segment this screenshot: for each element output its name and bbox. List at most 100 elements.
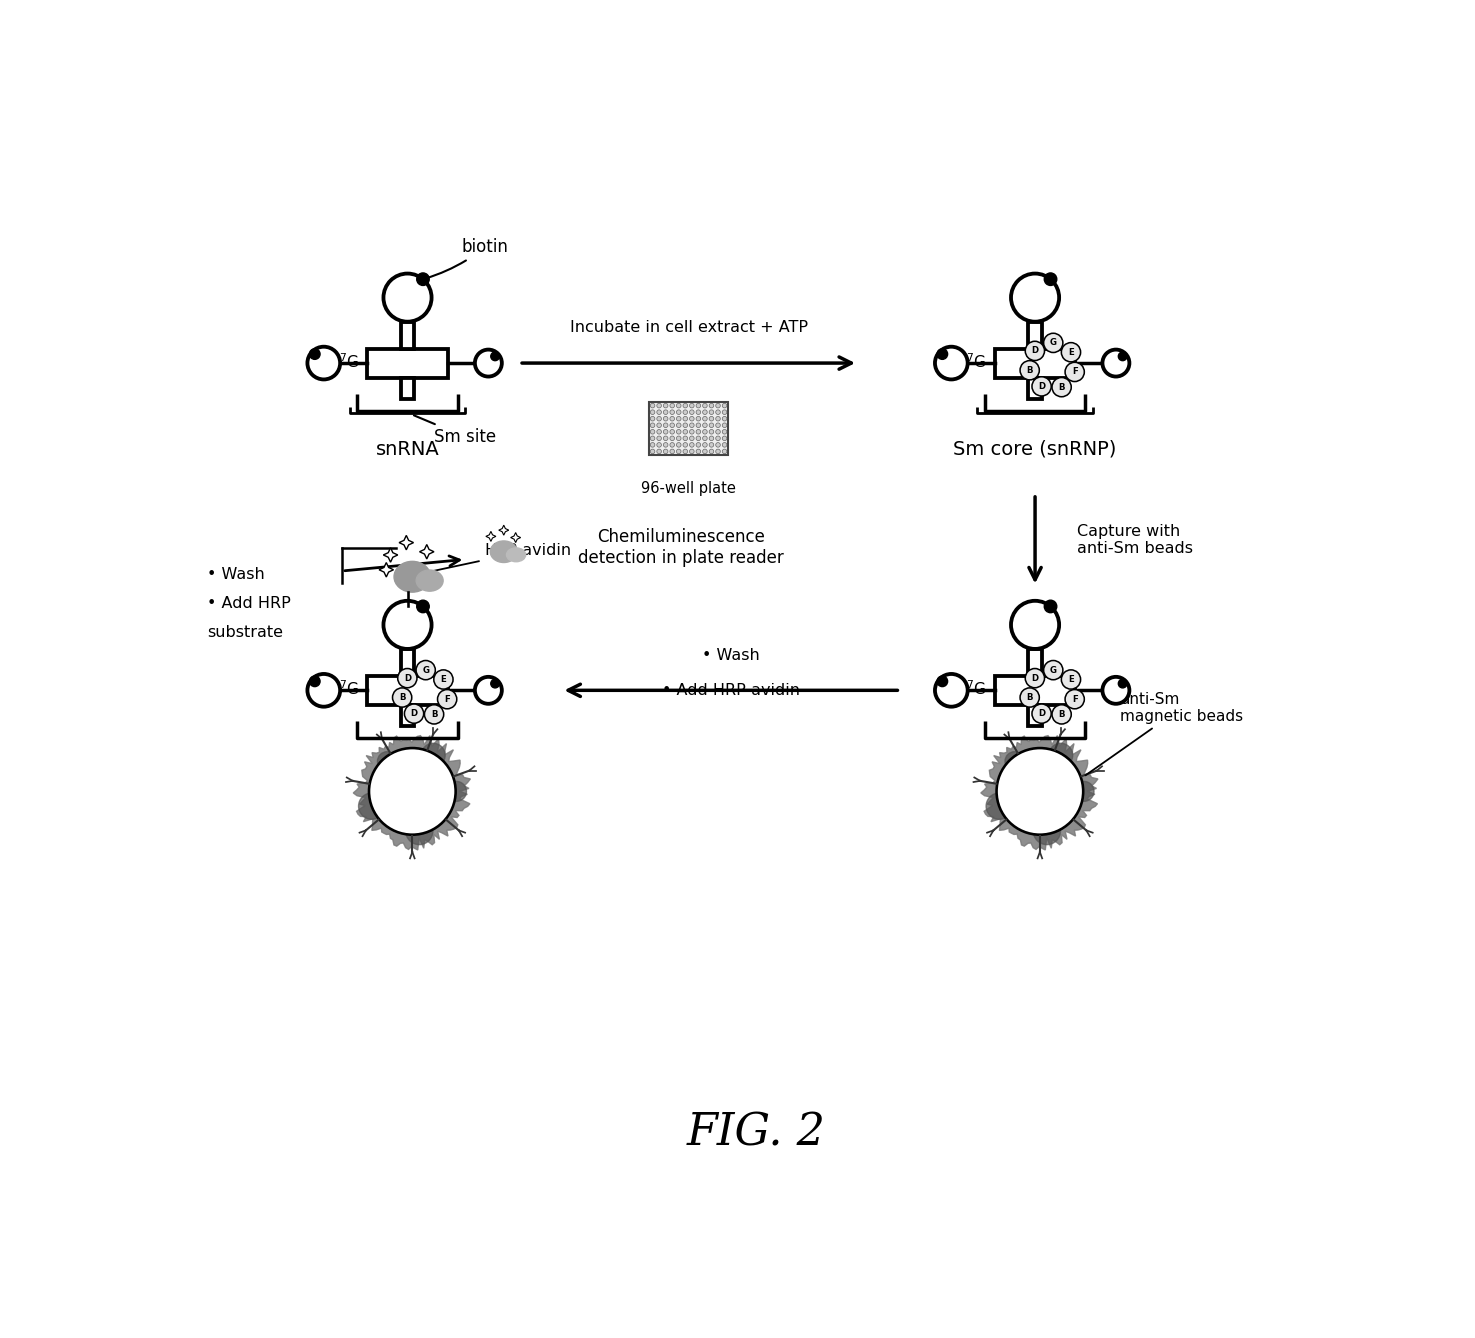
Circle shape bbox=[715, 436, 720, 440]
Circle shape bbox=[1032, 377, 1052, 396]
Circle shape bbox=[416, 661, 435, 680]
Circle shape bbox=[683, 443, 687, 447]
Bar bbox=[649, 403, 727, 455]
Text: Sm core (snRNP): Sm core (snRNP) bbox=[953, 440, 1117, 459]
Circle shape bbox=[392, 688, 412, 706]
Text: • Wash: • Wash bbox=[702, 649, 760, 664]
Circle shape bbox=[723, 416, 727, 421]
Circle shape bbox=[384, 273, 432, 321]
Circle shape bbox=[696, 443, 701, 447]
Circle shape bbox=[715, 416, 720, 421]
Polygon shape bbox=[354, 736, 471, 850]
Circle shape bbox=[656, 450, 661, 454]
Text: FIG. 2: FIG. 2 bbox=[686, 1112, 826, 1155]
Circle shape bbox=[1065, 363, 1084, 381]
Polygon shape bbox=[384, 547, 398, 562]
Polygon shape bbox=[379, 562, 394, 577]
Bar bbox=[401, 377, 414, 399]
Circle shape bbox=[656, 443, 661, 447]
Circle shape bbox=[664, 409, 668, 415]
Circle shape bbox=[1034, 818, 1061, 844]
Circle shape bbox=[696, 429, 701, 434]
Text: D: D bbox=[410, 709, 417, 719]
Text: m$^7$G: m$^7$G bbox=[323, 352, 358, 371]
Circle shape bbox=[696, 436, 701, 440]
Circle shape bbox=[425, 705, 444, 724]
Text: Capture with
anti-Sm beads: Capture with anti-Sm beads bbox=[1077, 524, 1193, 557]
Circle shape bbox=[709, 450, 714, 454]
Circle shape bbox=[1021, 361, 1040, 380]
Circle shape bbox=[378, 752, 397, 771]
Circle shape bbox=[447, 781, 466, 801]
Circle shape bbox=[715, 450, 720, 454]
Circle shape bbox=[709, 429, 714, 434]
Circle shape bbox=[715, 423, 720, 428]
Circle shape bbox=[696, 450, 701, 454]
Circle shape bbox=[1062, 670, 1081, 689]
Text: m$^7$G: m$^7$G bbox=[323, 680, 358, 698]
Text: G: G bbox=[1050, 339, 1056, 348]
Circle shape bbox=[656, 416, 661, 421]
Circle shape bbox=[677, 423, 681, 428]
Circle shape bbox=[723, 443, 727, 447]
Circle shape bbox=[670, 450, 674, 454]
Bar bbox=[994, 349, 1075, 377]
Ellipse shape bbox=[394, 562, 431, 593]
Circle shape bbox=[677, 443, 681, 447]
Circle shape bbox=[696, 403, 701, 408]
Circle shape bbox=[987, 793, 1012, 819]
Polygon shape bbox=[499, 524, 509, 535]
Polygon shape bbox=[981, 736, 1097, 850]
Circle shape bbox=[422, 744, 445, 767]
Circle shape bbox=[715, 429, 720, 434]
Circle shape bbox=[689, 409, 695, 415]
Circle shape bbox=[1025, 341, 1044, 360]
Circle shape bbox=[664, 443, 668, 447]
Circle shape bbox=[670, 423, 674, 428]
Circle shape bbox=[307, 674, 341, 706]
Circle shape bbox=[670, 403, 674, 408]
Text: snRNA: snRNA bbox=[376, 440, 440, 459]
Bar bbox=[1028, 649, 1041, 676]
Text: D: D bbox=[1031, 347, 1038, 356]
Circle shape bbox=[677, 403, 681, 408]
Circle shape bbox=[656, 409, 661, 415]
Text: F: F bbox=[1072, 694, 1078, 704]
Circle shape bbox=[709, 436, 714, 440]
Text: B: B bbox=[1027, 365, 1032, 375]
Text: D: D bbox=[404, 673, 412, 682]
Circle shape bbox=[1021, 688, 1040, 706]
Circle shape bbox=[650, 423, 655, 428]
Circle shape bbox=[1052, 377, 1071, 397]
Circle shape bbox=[702, 436, 707, 440]
Circle shape bbox=[937, 349, 947, 360]
Circle shape bbox=[670, 416, 674, 421]
Circle shape bbox=[650, 403, 655, 408]
Text: E: E bbox=[1068, 674, 1074, 684]
Circle shape bbox=[715, 403, 720, 408]
Text: m$^7$G: m$^7$G bbox=[951, 352, 985, 371]
Circle shape bbox=[307, 347, 341, 380]
Text: D: D bbox=[1038, 381, 1046, 391]
Circle shape bbox=[310, 349, 320, 360]
Circle shape bbox=[650, 416, 655, 421]
Bar bbox=[994, 676, 1075, 705]
Circle shape bbox=[1062, 343, 1081, 361]
Circle shape bbox=[723, 423, 727, 428]
Circle shape bbox=[475, 677, 502, 704]
Circle shape bbox=[384, 601, 432, 649]
Text: D: D bbox=[1038, 709, 1046, 719]
Ellipse shape bbox=[506, 547, 525, 562]
Circle shape bbox=[656, 436, 661, 440]
Circle shape bbox=[1010, 273, 1059, 321]
Polygon shape bbox=[485, 531, 496, 542]
Text: HRP-avidin: HRP-avidin bbox=[431, 543, 572, 571]
Circle shape bbox=[683, 403, 687, 408]
Circle shape bbox=[689, 443, 695, 447]
Circle shape bbox=[656, 429, 661, 434]
Text: • Wash: • Wash bbox=[208, 567, 266, 582]
Circle shape bbox=[997, 748, 1083, 835]
Circle shape bbox=[670, 409, 674, 415]
Text: Chemiluminescence
detection in plate reader: Chemiluminescence detection in plate rea… bbox=[578, 529, 783, 567]
Bar bbox=[1028, 705, 1041, 727]
